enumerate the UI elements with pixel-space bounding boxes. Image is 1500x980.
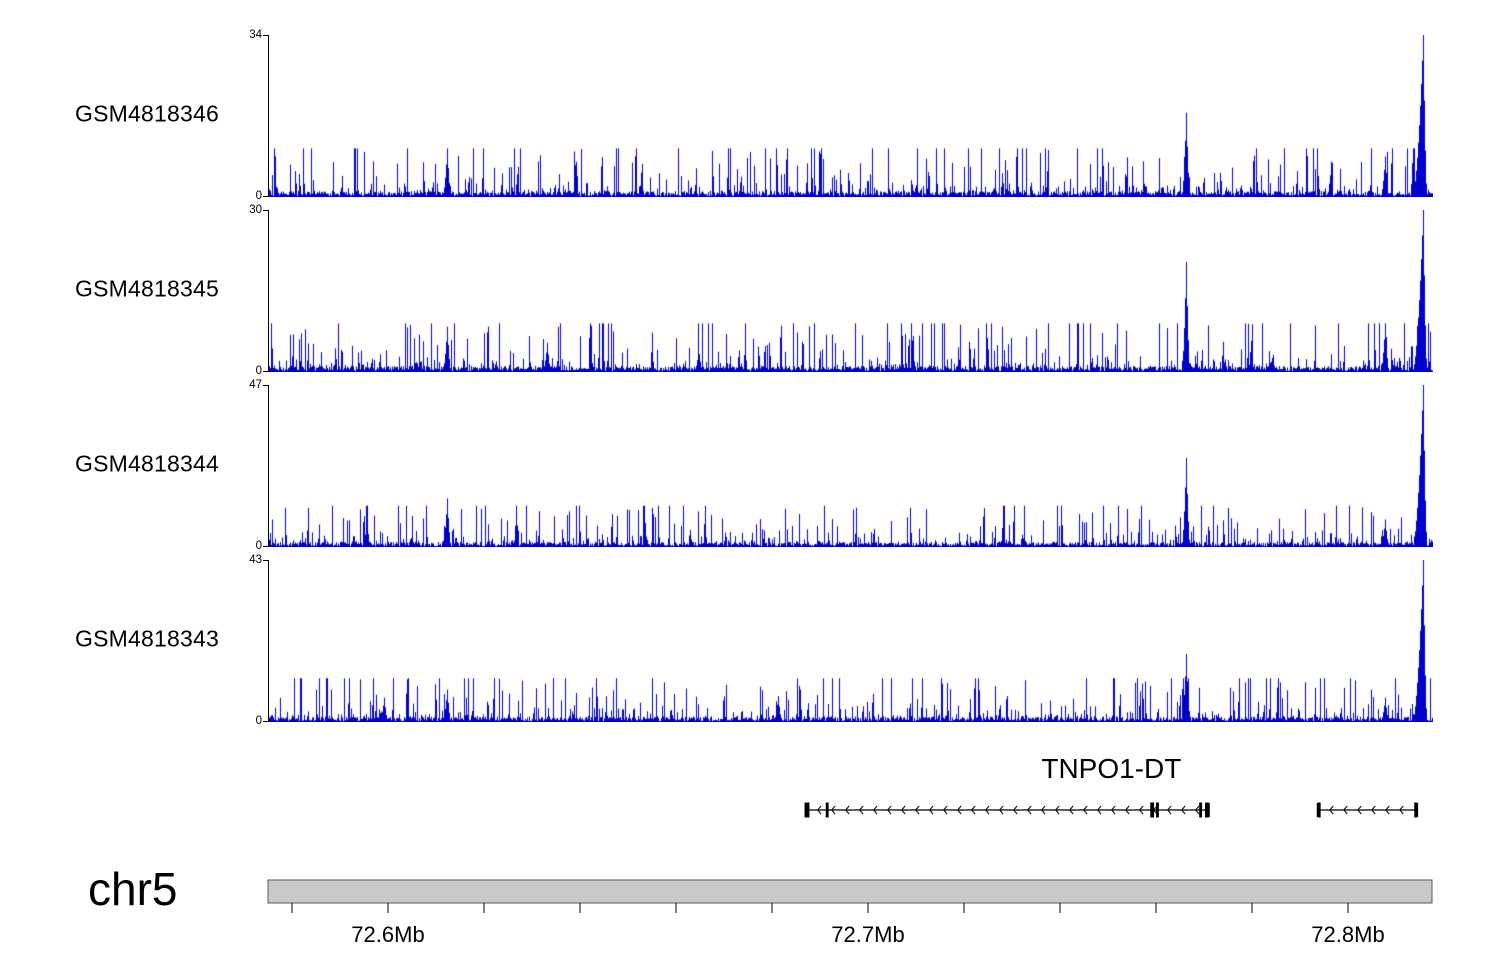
y-axis-zero-label: 0 — [255, 715, 262, 727]
strand-arrow-icon — [830, 805, 836, 815]
gene-model — [804, 802, 1419, 818]
y-axis-zero-tick — [263, 196, 268, 197]
track-label: GSM4818346 — [75, 100, 219, 127]
coverage-track: GSM4818346 34 0 — [0, 29, 1500, 202]
strand-arrow-icon — [1068, 805, 1074, 815]
strand-arrow-icon — [1096, 805, 1102, 815]
chromosome-bar — [267, 879, 1433, 904]
strand-arrow-icon — [1194, 805, 1200, 815]
y-axis-zero-label: 0 — [255, 190, 262, 202]
strand-arrow-icon — [1399, 805, 1404, 815]
strand-arrow-icon — [1180, 805, 1186, 815]
ruler-tick-label: 72.6Mb — [351, 922, 424, 947]
coverage-track: GSM4818345 30 0 — [0, 204, 1500, 377]
exon-block — [1199, 802, 1203, 818]
strand-arrow-icon — [970, 805, 976, 815]
exon-block — [804, 802, 810, 818]
strand-arrow-icon — [984, 805, 990, 815]
coverage-signal-canvas — [269, 560, 1433, 722]
exon-block — [1156, 802, 1159, 818]
strand-arrow-icon — [1124, 805, 1130, 815]
exon-block — [1414, 802, 1418, 818]
coverage-plot: 30 0 — [249, 204, 1433, 377]
coverage-tracks: GSM4818346 34 0 GSM4818345 30 0 GSM4818344 47 0 G… — [0, 29, 1500, 735]
exon-block — [1150, 802, 1155, 818]
y-axis-top-tick — [263, 560, 268, 561]
chromosome-label: chr5 — [88, 863, 178, 915]
y-axis-max-label: 30 — [249, 204, 262, 216]
strand-arrow-icon — [1026, 805, 1032, 815]
y-axis-zero-tick — [263, 546, 268, 547]
y-axis-top-tick — [263, 210, 268, 211]
y-axis-zero-label: 0 — [255, 365, 262, 377]
coverage-plot: 47 0 — [249, 379, 1433, 552]
coverage-plot: 34 0 — [249, 29, 1433, 202]
y-axis-zero-tick — [263, 371, 268, 372]
strand-arrow-icon — [844, 805, 850, 815]
y-axis-zero-label: 0 — [255, 540, 262, 552]
strand-arrow-icon — [914, 805, 920, 815]
coverage-plot: 43 0 — [249, 554, 1433, 727]
exon-block — [1317, 802, 1321, 818]
y-axis-zero-tick — [263, 721, 268, 722]
strand-arrow-icon — [1012, 805, 1018, 815]
strand-arrow-icon — [816, 805, 822, 815]
exon-block — [1204, 802, 1209, 818]
exon-block — [825, 802, 829, 818]
strand-arrow-icon — [900, 805, 906, 815]
coverage-track: GSM4818344 47 0 — [0, 379, 1500, 552]
strand-arrow-icon — [872, 805, 878, 815]
strand-arrow-icon — [1082, 805, 1088, 815]
coverage-signal-canvas — [269, 385, 1433, 547]
strand-arrow-icon — [956, 805, 962, 815]
strand-arrow-icon — [858, 805, 864, 815]
coverage-signal-canvas — [269, 210, 1433, 372]
ruler-tick-label: 72.8Mb — [1311, 922, 1384, 947]
strand-arrow-icon — [1110, 805, 1116, 815]
strand-arrow-icon — [942, 805, 948, 815]
track-label: GSM4818344 — [75, 450, 219, 477]
track-label: GSM4818345 — [75, 275, 219, 302]
y-axis-max-label: 43 — [249, 554, 262, 566]
strand-arrow-icon — [1166, 805, 1172, 815]
ruler-graphic: 72.6Mb 72.7Mb 72.8Mb — [267, 879, 1433, 947]
chromosome-ruler: chr5 72.6Mb 72.7Mb 72.8Mb — [0, 862, 1500, 980]
gene-name-label: TNPO1-DT — [1041, 753, 1182, 784]
y-axis-max-label: 34 — [249, 29, 262, 41]
coverage-signal-canvas — [269, 35, 1433, 197]
y-axis-top-tick — [263, 35, 268, 36]
strand-arrow-icon — [928, 805, 934, 815]
strand-arrow-icon — [998, 805, 1004, 815]
y-axis-max-label: 47 — [249, 379, 262, 391]
gene-annotation-track: TNPO1-DT — [0, 742, 1500, 832]
strand-arrow-icon — [886, 805, 892, 815]
coverage-track: GSM4818343 43 0 — [0, 554, 1500, 727]
strand-arrow-icon — [1385, 805, 1390, 815]
strand-arrow-icon — [1357, 805, 1362, 815]
track-label: GSM4818343 — [75, 625, 219, 652]
strand-arrow-icon — [1054, 805, 1060, 815]
strand-arrow-icon — [1329, 805, 1334, 815]
strand-arrow-icon — [1138, 805, 1144, 815]
ruler-tick-label: 72.7Mb — [831, 922, 904, 947]
strand-arrow-icon — [1343, 805, 1348, 815]
strand-arrow-icon — [1040, 805, 1046, 815]
strand-arrow-icon — [1371, 805, 1376, 815]
y-axis-top-tick — [263, 385, 268, 386]
